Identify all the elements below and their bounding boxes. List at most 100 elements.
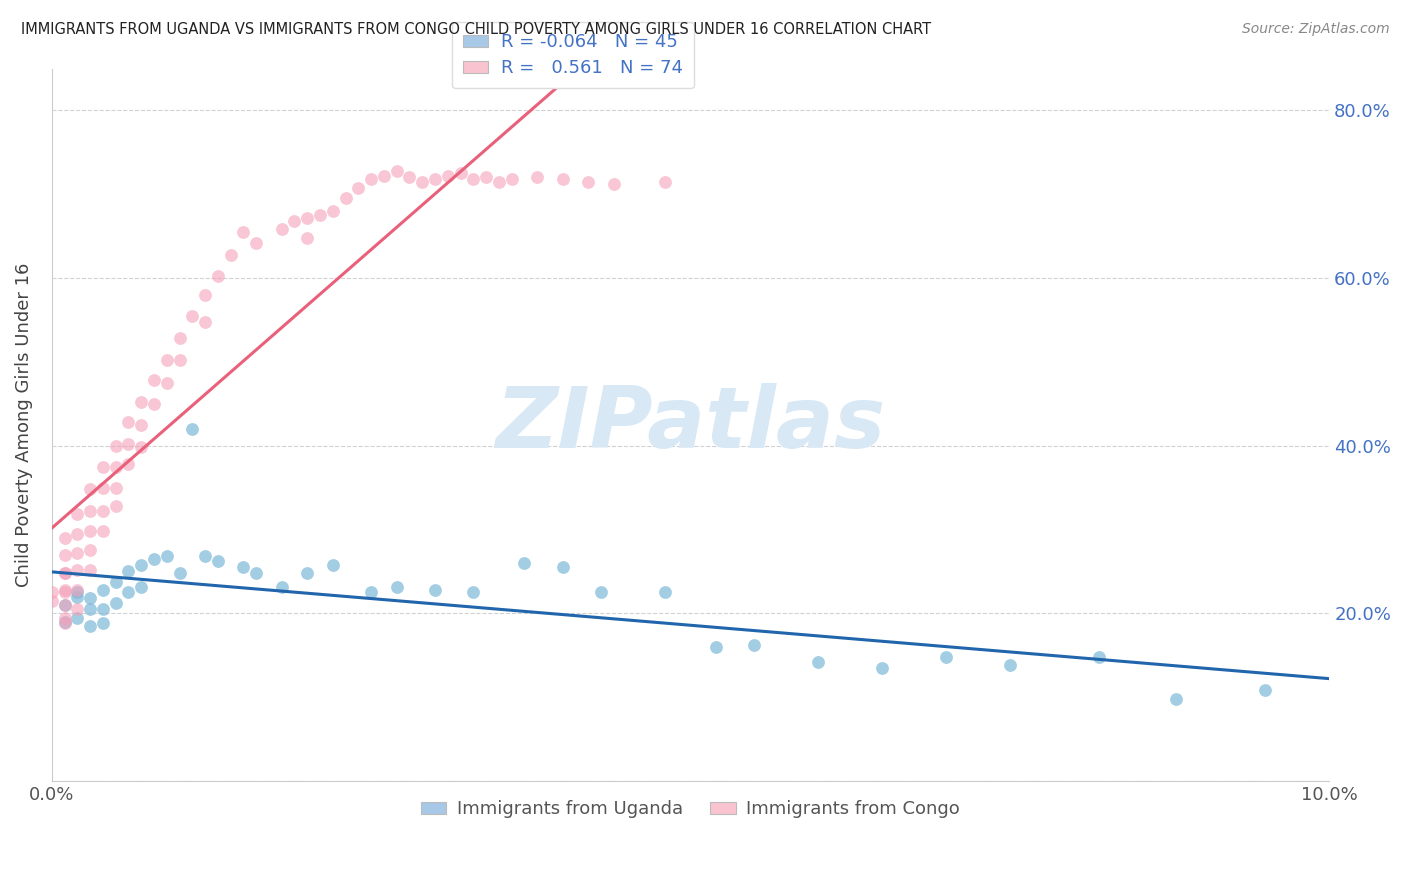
Point xyxy=(488,175,510,189)
Point xyxy=(91,602,114,616)
Point xyxy=(654,175,676,189)
Point xyxy=(501,172,523,186)
Point xyxy=(423,172,446,186)
Text: ZIPatlas: ZIPatlas xyxy=(495,384,886,467)
Point xyxy=(169,331,191,345)
Point xyxy=(283,214,305,228)
Point xyxy=(117,415,139,429)
Point xyxy=(117,565,139,579)
Point xyxy=(245,235,267,250)
Point xyxy=(704,640,727,654)
Point xyxy=(807,655,830,669)
Point xyxy=(53,598,76,612)
Point xyxy=(169,353,191,368)
Point xyxy=(66,546,89,560)
Point xyxy=(463,172,485,186)
Point xyxy=(870,661,893,675)
Point xyxy=(66,585,89,599)
Point xyxy=(91,524,114,539)
Point xyxy=(347,180,370,194)
Point xyxy=(576,175,599,189)
Point xyxy=(194,315,217,329)
Point xyxy=(41,594,63,608)
Point xyxy=(207,554,229,568)
Legend: Immigrants from Uganda, Immigrants from Congo: Immigrants from Uganda, Immigrants from … xyxy=(413,793,967,825)
Point xyxy=(53,566,76,581)
Point xyxy=(129,558,152,572)
Point xyxy=(169,566,191,581)
Point xyxy=(104,439,127,453)
Point xyxy=(270,222,292,236)
Point xyxy=(436,169,458,183)
Point xyxy=(79,483,101,497)
Point xyxy=(91,582,114,597)
Text: Source: ZipAtlas.com: Source: ZipAtlas.com xyxy=(1241,22,1389,37)
Point xyxy=(297,566,319,581)
Point xyxy=(142,373,165,387)
Point xyxy=(194,549,217,564)
Point xyxy=(270,580,292,594)
Point xyxy=(66,508,89,522)
Point xyxy=(117,585,139,599)
Point xyxy=(207,269,229,284)
Point xyxy=(41,585,63,599)
Point xyxy=(385,163,408,178)
Point xyxy=(66,563,89,577)
Point xyxy=(603,177,626,191)
Point xyxy=(475,170,498,185)
Point xyxy=(91,616,114,631)
Point xyxy=(181,309,204,323)
Point xyxy=(79,524,101,539)
Point xyxy=(129,580,152,594)
Point xyxy=(194,288,217,302)
Point xyxy=(181,422,204,436)
Point xyxy=(53,585,76,599)
Point xyxy=(156,376,179,390)
Point xyxy=(53,598,76,612)
Point xyxy=(142,552,165,566)
Point xyxy=(360,172,382,186)
Point xyxy=(398,170,420,185)
Point xyxy=(1164,691,1187,706)
Point xyxy=(79,504,101,518)
Point xyxy=(450,166,472,180)
Text: IMMIGRANTS FROM UGANDA VS IMMIGRANTS FROM CONGO CHILD POVERTY AMONG GIRLS UNDER : IMMIGRANTS FROM UGANDA VS IMMIGRANTS FRO… xyxy=(21,22,931,37)
Point xyxy=(66,610,89,624)
Point xyxy=(129,395,152,409)
Point xyxy=(219,247,242,261)
Point xyxy=(373,169,395,183)
Point xyxy=(79,602,101,616)
Point xyxy=(79,563,101,577)
Point xyxy=(79,543,101,558)
Point xyxy=(91,481,114,495)
Point xyxy=(53,548,76,562)
Point xyxy=(463,585,485,599)
Point xyxy=(232,560,254,574)
Point xyxy=(322,558,344,572)
Point xyxy=(91,504,114,518)
Point xyxy=(245,566,267,581)
Point xyxy=(104,596,127,610)
Point xyxy=(322,204,344,219)
Point xyxy=(411,175,433,189)
Point xyxy=(79,591,101,606)
Point xyxy=(297,211,319,225)
Point xyxy=(129,417,152,432)
Point xyxy=(104,481,127,495)
Point xyxy=(935,649,957,664)
Point xyxy=(591,585,613,599)
Point xyxy=(654,585,676,599)
Point xyxy=(744,638,766,652)
Point xyxy=(117,437,139,451)
Point xyxy=(53,615,76,629)
Point xyxy=(360,585,382,599)
Point xyxy=(142,397,165,411)
Point xyxy=(117,457,139,471)
Point xyxy=(53,531,76,545)
Point xyxy=(66,526,89,541)
Point xyxy=(385,580,408,594)
Point xyxy=(104,574,127,589)
Y-axis label: Child Poverty Among Girls Under 16: Child Poverty Among Girls Under 16 xyxy=(15,262,32,587)
Point xyxy=(297,231,319,245)
Point xyxy=(53,566,76,581)
